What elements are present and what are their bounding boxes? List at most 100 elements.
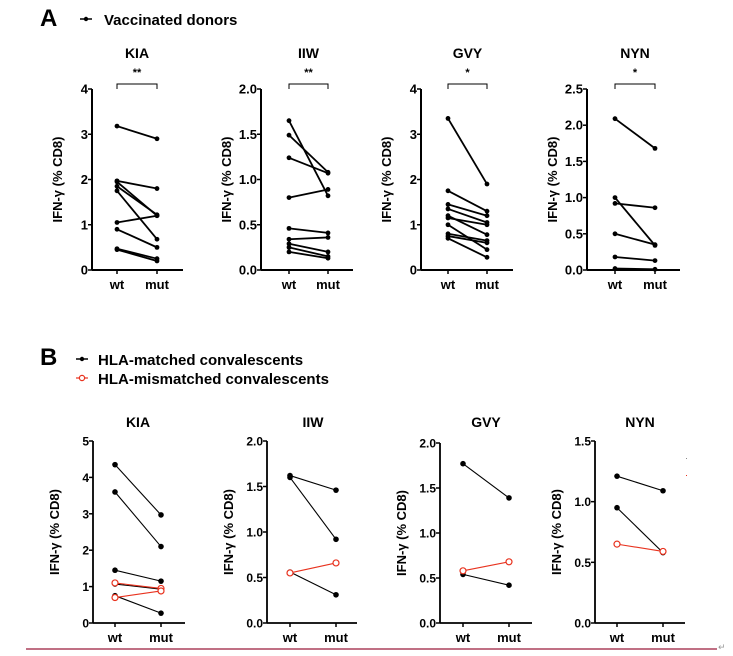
data-point <box>445 201 451 207</box>
data-point <box>652 205 658 211</box>
data-point <box>484 254 490 260</box>
y-tick-label: 0.5 <box>419 572 436 586</box>
data-point <box>484 232 490 238</box>
data-point <box>614 504 620 511</box>
series-vaccinated <box>286 249 331 261</box>
data-point <box>114 226 120 232</box>
series-line <box>616 475 664 492</box>
y-tick-label: 1.5 <box>565 154 583 169</box>
data-point <box>286 132 292 138</box>
y-tick-label: 2 <box>410 172 417 187</box>
series-vaccinated <box>612 231 658 248</box>
chart-title: KIA <box>126 414 150 430</box>
series-vaccinated <box>286 132 331 175</box>
series-vaccinated <box>612 200 658 211</box>
y-tick-label: 0.5 <box>565 226 583 241</box>
data-point <box>333 591 339 598</box>
data-point <box>325 187 331 192</box>
series-line <box>447 203 488 217</box>
series-matched <box>112 581 164 592</box>
series-line <box>288 242 329 253</box>
y-tick-label: 1 <box>81 217 88 232</box>
series-vaccinated <box>445 215 490 228</box>
data-point <box>484 213 490 219</box>
y-tick-label: 1 <box>82 580 89 594</box>
data-point <box>154 213 160 219</box>
series-line <box>447 232 488 242</box>
data-point <box>612 116 618 122</box>
legend-marker-dot-mismatched <box>78 374 86 382</box>
data-point <box>286 569 294 577</box>
data-point <box>613 540 621 548</box>
significance-label: ** <box>133 67 142 79</box>
series-vaccinated <box>286 241 331 255</box>
y-tick-label: 2.0 <box>565 118 583 133</box>
y-axis-label: IFN-γ (% CD8) <box>219 137 234 223</box>
series-line <box>116 247 158 260</box>
data-point <box>114 123 120 129</box>
data-point <box>111 593 119 602</box>
significance-label: ** <box>304 67 313 79</box>
series-vaccinated <box>286 187 331 201</box>
y-tick-label: 1.5 <box>419 482 436 496</box>
chart-title: NYN <box>625 414 655 430</box>
series-matched <box>614 473 666 494</box>
data-point <box>506 582 512 588</box>
y-tick-label: 0.0 <box>574 617 591 631</box>
data-point <box>286 236 292 242</box>
y-tick-label: 1 <box>410 217 417 232</box>
y-tick-label: 2 <box>82 544 89 558</box>
series-vaccinated <box>286 118 331 199</box>
data-point <box>445 215 451 221</box>
series-vaccinated <box>612 254 658 263</box>
data-point <box>325 170 331 176</box>
data-point <box>612 254 618 260</box>
y-tick-label: 2.0 <box>419 437 436 451</box>
data-point <box>484 181 490 187</box>
data-point <box>612 266 618 271</box>
x-tick-label: mut <box>475 277 500 292</box>
data-point <box>325 255 331 261</box>
data-point <box>286 155 292 161</box>
data-point <box>484 222 490 228</box>
chart-b-kia: KIA 0 1 2 3 4 5 wt mut IFN-γ (% CD8) <box>47 414 185 645</box>
series-line <box>447 235 488 244</box>
series-matched <box>460 571 512 588</box>
chart-a-nyn: NYN * 0.0 0.5 1.0 1.5 2.0 2.5 wt mut IFN-γ (% CD8) <box>545 45 680 292</box>
y-tick-label: 0.0 <box>246 617 263 631</box>
data-point <box>114 183 120 189</box>
y-tick-label: 0.0 <box>565 263 583 278</box>
x-tick-label: mut <box>324 630 349 645</box>
series-vaccinated <box>114 188 160 242</box>
data-point <box>614 473 620 479</box>
y-tick-label: 1.0 <box>419 527 436 541</box>
y-tick-label: 1.0 <box>246 526 263 540</box>
chart-title: GVY <box>453 45 483 61</box>
series-line <box>614 232 656 246</box>
series-line <box>447 190 488 212</box>
data-point <box>158 512 164 518</box>
legend-label-mismatched: HLA-mismatched convalescents <box>98 371 329 388</box>
panel-b-letter: B <box>40 344 57 371</box>
y-axis-label: IFN-γ (% CD8) <box>221 489 236 575</box>
y-tick-label: 4 <box>81 82 89 97</box>
y-tick-label: 2.0 <box>246 435 263 449</box>
series-line <box>114 590 162 599</box>
data-point <box>612 200 618 206</box>
y-tick-label: 0.5 <box>574 556 591 570</box>
data-point <box>445 188 451 194</box>
data-point <box>445 222 451 228</box>
stray-dot-red <box>686 475 687 476</box>
chart-title: GVY <box>471 414 501 430</box>
x-tick-label: wt <box>282 630 298 645</box>
series-line <box>288 188 329 199</box>
series-vaccinated <box>612 266 658 272</box>
data-point <box>333 536 339 543</box>
series-mismatched <box>459 558 513 575</box>
series-line <box>288 120 329 197</box>
data-point <box>325 235 331 240</box>
y-tick-label: 4 <box>410 82 418 97</box>
x-tick-label: mut <box>149 630 174 645</box>
legend-label-matched: HLA-matched convalescents <box>98 352 303 369</box>
